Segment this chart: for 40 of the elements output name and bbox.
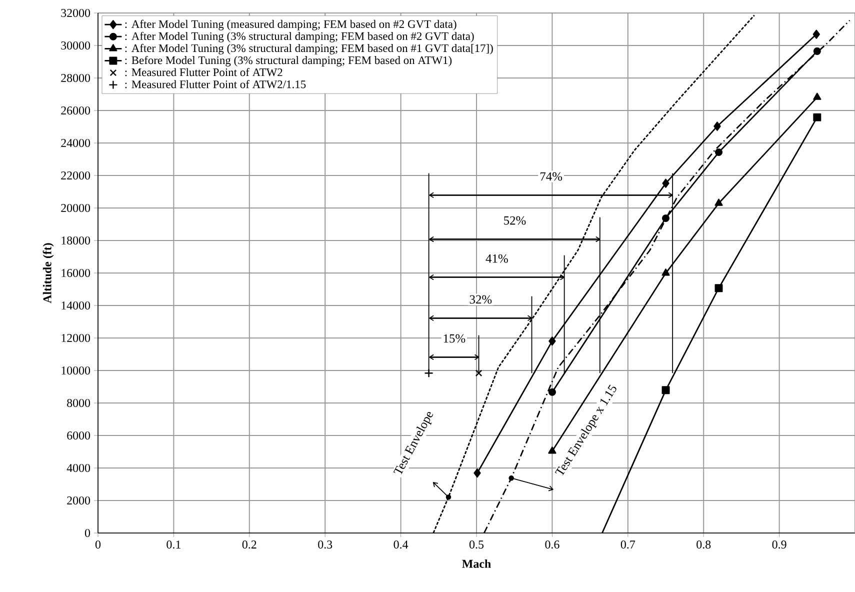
y-tick-label: 4000 <box>66 464 90 472</box>
y-tick-label: 24000 <box>61 138 90 148</box>
y-tick-label: 26000 <box>61 106 90 115</box>
y-tick-label: 10000 <box>62 366 90 375</box>
y-tick-label: 22000 <box>61 171 90 180</box>
y-tick-label: 28000 <box>61 74 90 82</box>
y-tick-label: 20000 <box>61 204 90 212</box>
annotation: 15% <box>444 334 466 343</box>
y-tick-label: 16000 <box>62 268 90 278</box>
y-tick-label: 30000 <box>61 41 90 50</box>
y-tick-label: 14000 <box>62 301 90 310</box>
x-tick-label: 0.5 <box>469 540 484 549</box>
legend-label: : Measured Flutter Point of ATW2 <box>125 68 282 76</box>
annotation: 32% <box>470 295 492 304</box>
y-tick-label: 2000 <box>67 496 90 505</box>
x-tick-label: 0.2 <box>242 540 256 549</box>
x-tick-label: 0 <box>95 540 101 549</box>
y-tick-label: 18000 <box>62 236 90 245</box>
x-tick-label: 0.6 <box>545 540 560 549</box>
x-tick-label: 0.7 <box>620 540 636 549</box>
x-axis-title: Mach <box>462 559 491 568</box>
y-tick-label: 8000 <box>67 398 90 408</box>
y-tick-label: 6000 <box>67 431 90 440</box>
x-tick-label: 0.1 <box>166 540 180 549</box>
x-tick-label: 0.8 <box>696 540 711 549</box>
legend-label: : After Model Tuning (3% structural damping; FEM based on #2 GVT data) <box>125 32 474 42</box>
x-tick-label: 0.9 <box>772 540 786 549</box>
y-tick-label: 12000 <box>62 334 90 342</box>
annotation: 74% <box>540 172 562 181</box>
legend-label: : Before Model Tuning (3% structural damping; FEM based on ATW1) <box>125 56 452 66</box>
legend-label: : After Model Tuning (measured damping; FEM based on #2 GVT data) <box>125 20 456 30</box>
y-tick-label: 32000 <box>61 8 90 18</box>
annotation: 41% <box>486 254 508 263</box>
legend-label: : After Model Tuning (3% structural damping; FEM based on #1 GVT data[17]) <box>125 44 493 54</box>
x-tick-label: 0.3 <box>318 540 332 549</box>
x-tick-label: 0.4 <box>394 540 408 549</box>
y-axis-title: Altitude (ft) <box>42 243 54 304</box>
legend-label: : Measured Flutter Point of ATW2/1.15 <box>125 80 306 88</box>
annotation: 52% <box>504 216 526 225</box>
y-tick-label: 0 <box>84 528 90 538</box>
